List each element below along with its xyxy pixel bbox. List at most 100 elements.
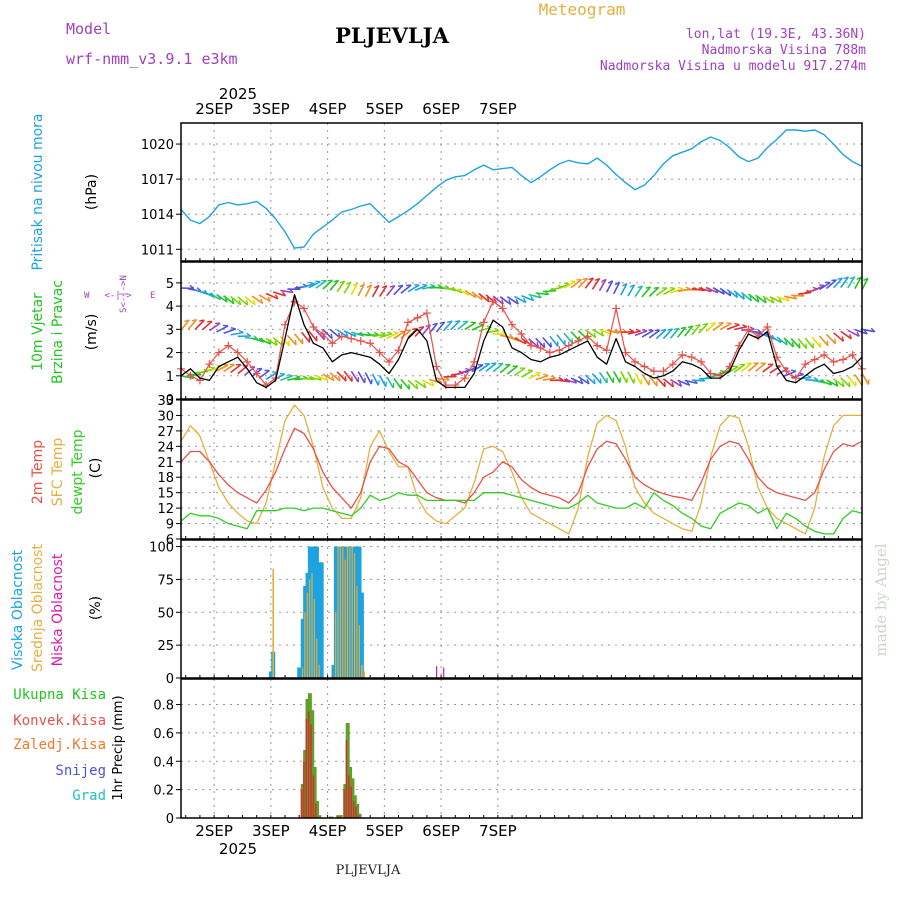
wind-arrow-head	[437, 284, 443, 288]
wind-arrow-head	[230, 327, 236, 330]
total-precip-bar	[312, 766, 317, 818]
y-tick-label: 27	[157, 425, 174, 440]
y-tick-label: 1014	[141, 208, 174, 223]
wind-arrow	[478, 363, 491, 372]
wind-arrow	[605, 280, 614, 293]
wind-arrow	[556, 334, 566, 346]
wind-arrow	[563, 332, 574, 344]
wind-gust-marker	[337, 332, 346, 341]
wind-arrow	[471, 364, 484, 373]
wind-arrow	[230, 331, 244, 336]
wind-arrow	[584, 374, 596, 385]
top-day-labels: 2SEP 3SEP 4SEP 5SEP 6SEP 7SEP	[195, 100, 516, 118]
wind-arrow-head	[601, 278, 607, 283]
wind-arrow	[833, 378, 845, 388]
wind-arrow-head	[669, 287, 675, 290]
wind-arrow	[648, 375, 658, 387]
temp-2m-line	[180, 427, 863, 509]
mid-cloud-bar	[346, 546, 349, 678]
wind-arrow-head	[673, 327, 680, 331]
wind-gust-marker	[517, 329, 526, 338]
y-tick-label: 75	[157, 573, 174, 588]
wind-arrow	[733, 363, 746, 373]
wind-arrow-head	[734, 322, 740, 326]
wind-arrow-head	[843, 276, 849, 280]
wind-gust-marker	[252, 369, 261, 378]
wind-gust-marker	[318, 329, 327, 338]
wind-arrow-head	[763, 297, 767, 304]
wind-arrow-head	[515, 299, 519, 305]
wind-arrow-head	[629, 328, 635, 333]
wind-arrow	[513, 367, 526, 377]
wind-arrow-head	[550, 375, 556, 379]
wind-arrow	[691, 379, 705, 382]
wind-arrow	[265, 292, 279, 300]
high-cloud-bar	[319, 562, 324, 678]
wind-arrow	[301, 377, 315, 381]
mid-cloud-bar	[342, 546, 344, 678]
total-precip-bar	[307, 693, 312, 818]
wind-arrow-head	[346, 281, 352, 285]
wind-gust-marker	[744, 325, 753, 334]
wind-arrow	[528, 337, 539, 348]
wind-arrow-head	[245, 300, 249, 306]
wind-arrow	[705, 322, 717, 333]
y-tick-label: 12	[157, 502, 174, 517]
precip-label-total: Ukupna Kisa	[13, 687, 106, 703]
conv-precip-bar	[357, 815, 360, 818]
bottom-day-label: 4SEP	[309, 822, 347, 840]
svg-text:E: E	[150, 291, 155, 301]
wind-arrow-head	[494, 327, 500, 332]
wind-arrow-head	[405, 329, 411, 332]
wind-arrow	[783, 295, 797, 300]
wind-gust-marker	[706, 369, 715, 378]
wind-arrow	[293, 333, 304, 345]
total-precip-bar	[350, 778, 355, 818]
wind-arrow	[442, 320, 453, 332]
panel-frame	[180, 678, 863, 819]
wind-arrow-head	[274, 340, 278, 346]
wind-arrow-head	[579, 379, 584, 385]
precip-label-frz: Zaledj.Kisa	[13, 737, 106, 753]
wind-gust-marker	[413, 313, 422, 322]
wind-arrow-head	[339, 280, 345, 284]
pressure-panel: 1011 1014 1017 1020	[141, 122, 863, 262]
wind-arrow-head	[677, 286, 683, 290]
wind-arrow	[634, 330, 648, 337]
total-precip-bar	[343, 783, 348, 818]
wind-arrow-head	[550, 342, 552, 348]
high-cloud-bar	[297, 667, 302, 678]
wind-arrow	[606, 329, 620, 335]
wind-arrow	[826, 379, 839, 387]
wind-gust-marker	[810, 355, 819, 364]
conv-precip-bar	[312, 775, 315, 818]
wind-arrow	[308, 376, 322, 381]
wind-ylabel: (m/s)	[84, 314, 100, 351]
y-tick-label: 1020	[141, 138, 174, 153]
wind-arrow	[620, 370, 628, 384]
wind-arrow	[201, 320, 213, 331]
wind-arrow-head	[385, 381, 387, 387]
wind-gust-marker	[763, 323, 772, 332]
wind-arrow	[464, 366, 477, 374]
wind-arrow-head	[207, 320, 213, 323]
wind-arrow-head	[702, 322, 708, 326]
wind-arrow	[407, 284, 420, 293]
wind-arrow-head	[422, 283, 428, 287]
wind-arrow-head	[678, 381, 683, 387]
wind-arrow-head	[633, 378, 636, 384]
wind-arrow	[230, 363, 242, 374]
conv-precip-bar	[303, 761, 305, 818]
wind-arrow-head	[660, 329, 666, 332]
top-day-label: 7SEP	[479, 100, 517, 118]
y-tick-label: 0	[166, 672, 174, 687]
high-cloud-bar	[357, 546, 362, 678]
wind-arrow	[670, 379, 683, 388]
wind-arrow	[414, 379, 427, 389]
wind-arrow	[372, 333, 386, 338]
y-tick-label: 0.8	[153, 699, 174, 714]
wind-arrow	[634, 285, 644, 298]
model-elevation-label: Nadmorska Visina u modelu 917.274m	[600, 59, 866, 74]
wind-arrow	[386, 376, 395, 389]
